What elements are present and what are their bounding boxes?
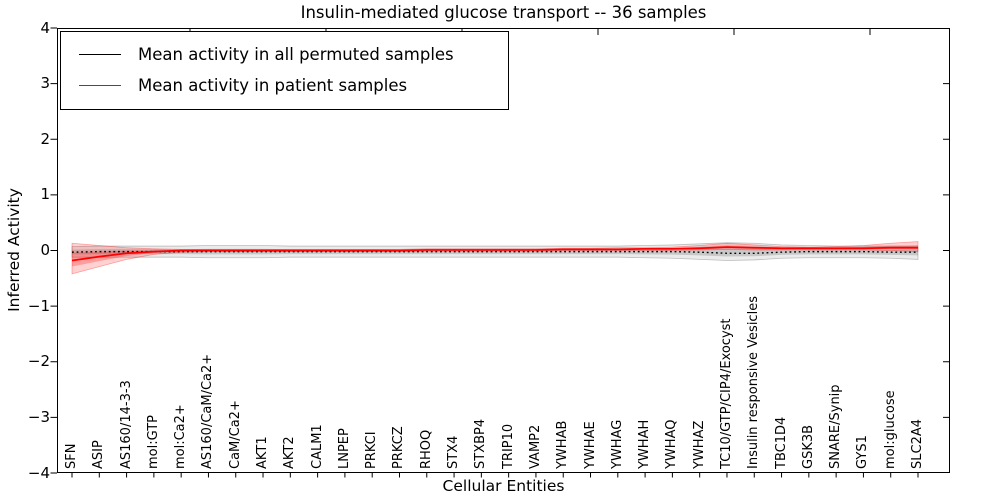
x-tick-label: TRIP10 (500, 423, 516, 469)
legend-label-patient: Mean activity in patient samples (138, 76, 408, 95)
legend: Mean activity in all permuted samples Me… (60, 31, 509, 110)
chart-canvas (50, 27, 950, 478)
x-tick-label: SLC2A4 (910, 418, 925, 469)
y-tick-label: −2 (27, 352, 50, 371)
x-tick-label: YWHAG (609, 419, 625, 469)
series-patient-line (71, 246, 918, 262)
y-tick-label: 3 (40, 74, 50, 93)
x-tick-label: YWHAB (555, 420, 571, 469)
x-tick-label: SNARE/Synip (828, 384, 844, 469)
plot-area: Mean activity in all permuted samples Me… (50, 27, 950, 478)
y-tick-label: 4 (40, 18, 50, 37)
x-tick-label: TC10/GTP/CIP4/Exocyst (718, 318, 734, 469)
x-tick-label: YWHAZ (691, 420, 707, 469)
x-tick-label: PRKCZ (391, 426, 407, 469)
x-tick-label: mol:glucose (882, 390, 898, 469)
y-tick-label: −4 (27, 463, 50, 482)
x-tick-label: GSK3B (800, 424, 816, 469)
x-tick-label: YWHAQ (664, 419, 680, 469)
x-tick-label: VAMP2 (527, 424, 543, 469)
x-tick-label: SFN (64, 443, 79, 469)
x-tick-label: TBC1D4 (773, 416, 789, 469)
chart-title: Insulin-mediated glucose transport -- 36… (300, 3, 707, 22)
x-tick-label: STX4 (446, 435, 462, 469)
y-tick-label: 0 (40, 241, 50, 259)
x-tick-label: GYS1 (855, 435, 871, 469)
x-tick-label: RHOQ (418, 429, 434, 469)
x-tick-label: AKT2 (282, 436, 298, 469)
x-tick-label: YWHAH (637, 419, 653, 469)
legend-label-permuted: Mean activity in all permuted samples (138, 45, 454, 64)
x-tick-label: AKT1 (255, 436, 271, 469)
x-tick-label: LNPEP (336, 428, 352, 469)
x-tick-label: CaM/Ca2+ (227, 400, 243, 469)
y-tick-label: −1 (27, 296, 50, 315)
x-tick-label: AS160/CaM/Ca2+ (200, 353, 216, 469)
y-tick-label: 1 (40, 185, 50, 204)
permuted-line-sample-icon (79, 54, 121, 55)
patient-line-sample-icon (79, 85, 121, 86)
series-permuted-line (71, 250, 918, 254)
x-tick-label: STXBP4 (473, 418, 489, 469)
x-tick-label: ASIP (91, 440, 107, 469)
x-tick-label: mol:GTP (145, 415, 161, 469)
x-tick-label: mol:Ca2+ (173, 404, 189, 469)
x-axis-label: Cellular Entities (442, 477, 565, 495)
legend-entry-permuted: Mean activity in all permuted samples (61, 39, 508, 70)
y-tick-label: 2 (40, 129, 50, 148)
x-tick-label: CALM1 (309, 424, 325, 469)
x-tick-label: YWHAE (582, 421, 598, 469)
x-tick-label: PRKCI (364, 431, 380, 469)
x-tick-label: Insulin responsive Vesicles (746, 296, 762, 469)
x-tick-label: AS160/14-3-3 (118, 380, 134, 469)
legend-entry-patient: Mean activity in patient samples (61, 70, 508, 101)
y-tick-label: −3 (27, 407, 50, 426)
